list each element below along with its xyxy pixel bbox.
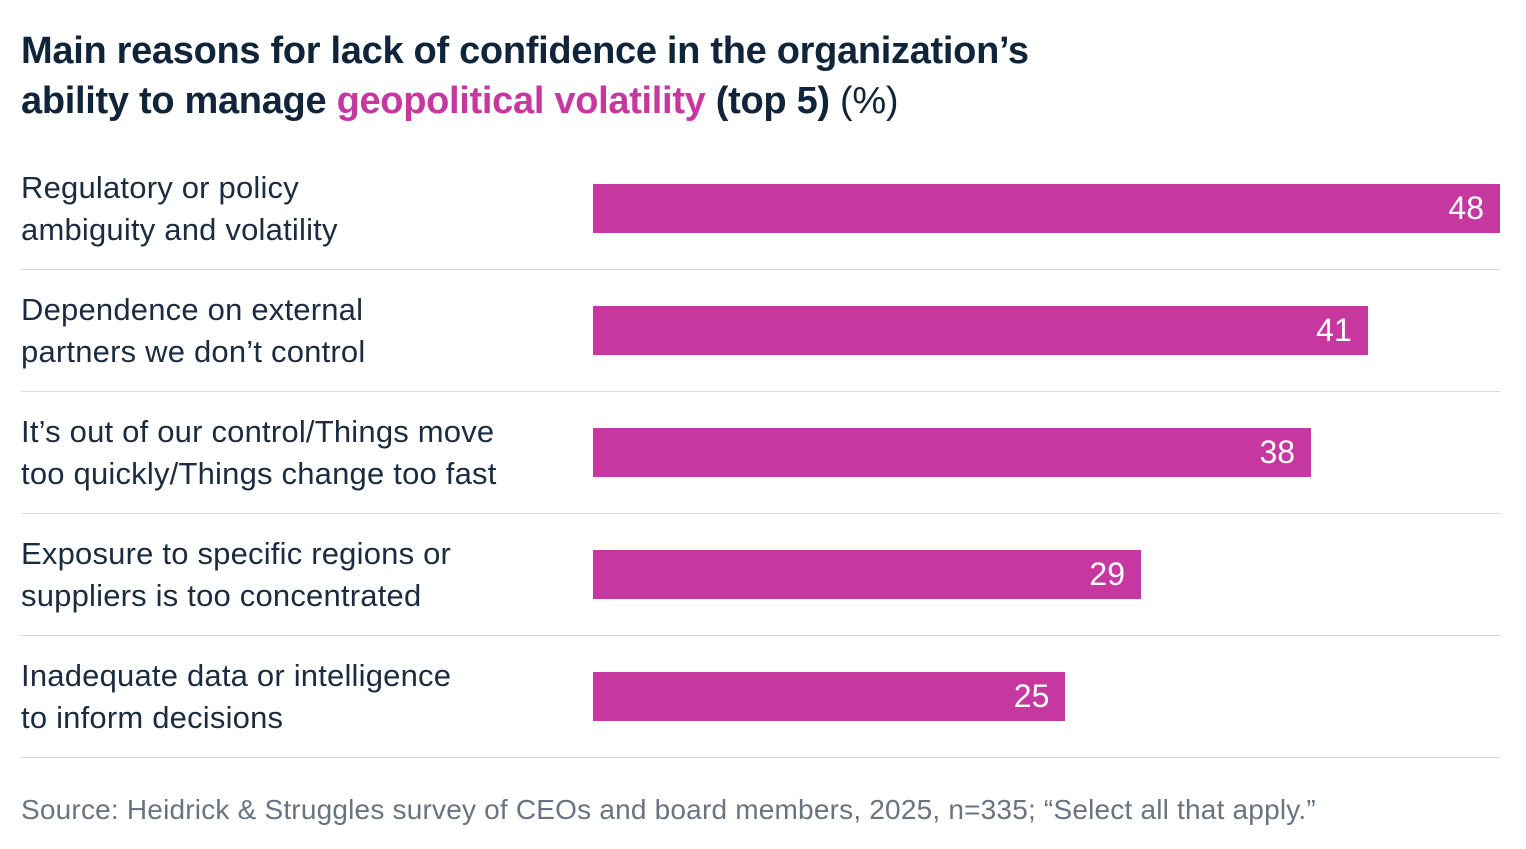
bar-value-label: 38: [1259, 434, 1296, 470]
bar-value-label: 48: [1448, 190, 1484, 226]
category-label: Inadequate data or intelligence to infor…: [21, 657, 452, 735]
bar: 41: [593, 306, 1368, 355]
bar-value-label: 29: [1089, 556, 1125, 592]
chart-row: Regulatory or policy ambiguity and volat…: [21, 148, 1500, 270]
bar-track: 25: [593, 672, 1500, 721]
bar-track: 41: [593, 306, 1500, 355]
chart-title-bold-suffix: (top 5): [705, 80, 830, 122]
bar: 29: [593, 550, 1141, 599]
chart-title-line1: Main reasons for lack of confidence in t…: [21, 30, 1029, 72]
chart-title-percent-suffix: (%): [829, 80, 899, 122]
bar: 48: [593, 184, 1500, 233]
category-label: Regulatory or policy ambiguity and volat…: [21, 169, 338, 247]
category-label: Dependence on external partners we don’t…: [21, 291, 366, 369]
bar-track: 29: [593, 550, 1500, 599]
chart-row: Dependence on external partners we don’t…: [21, 270, 1500, 392]
chart-row: Exposure to specific regions or supplier…: [21, 514, 1500, 636]
bar-track: 38: [593, 428, 1500, 477]
chart-row: Inadequate data or intelligence to infor…: [21, 636, 1500, 758]
category-label: Exposure to specific regions or supplier…: [21, 535, 452, 613]
chart-title: Main reasons for lack of confidence in t…: [21, 26, 1500, 126]
bar-chart: Regulatory or policy ambiguity and volat…: [21, 148, 1500, 758]
bar: 38: [593, 428, 1312, 477]
bar-track: 48: [593, 184, 1500, 233]
chart-row: It’s out of our control/Things move too …: [21, 392, 1500, 514]
bar: 25: [593, 672, 1066, 721]
chart-title-highlight: geopolitical volatility: [336, 80, 706, 122]
bar-value-label: 25: [1013, 678, 1050, 714]
source-note: Source: Heidrick & Struggles survey of C…: [21, 794, 1316, 825]
chart-title-line2-prefix: ability to manage: [21, 80, 337, 122]
category-label: It’s out of our control/Things move too …: [21, 413, 497, 491]
bar-value-label: 41: [1316, 312, 1352, 348]
